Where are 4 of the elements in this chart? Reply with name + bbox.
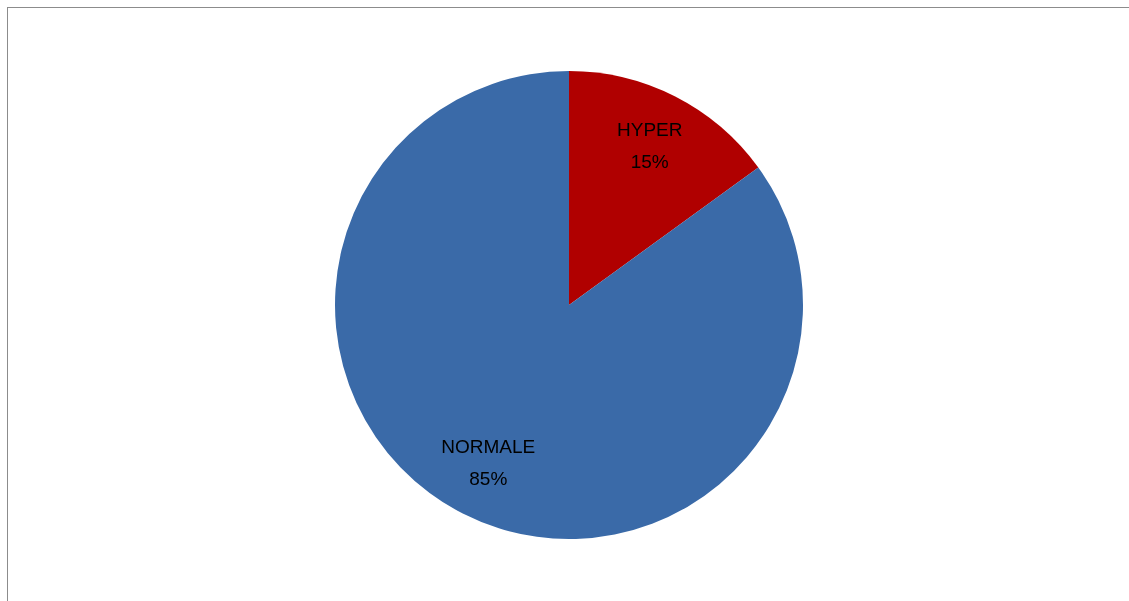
data-label: 15%: [630, 150, 669, 172]
data-label: 85%: [469, 467, 508, 489]
slice-label: NORMALE: [441, 435, 536, 457]
slice-label: HYPER: [617, 118, 683, 140]
